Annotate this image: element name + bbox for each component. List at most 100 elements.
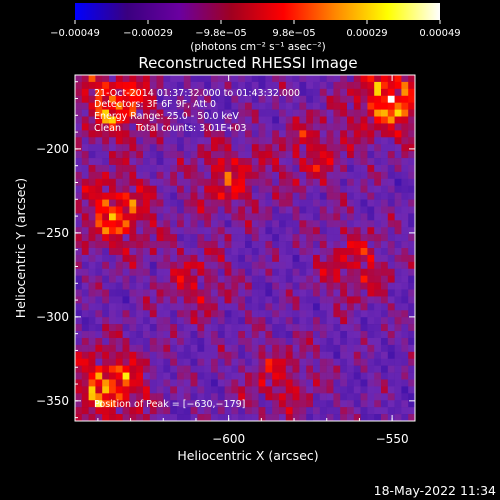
heatmap-cell: [88, 102, 96, 110]
heatmap-cell: [381, 254, 389, 263]
heatmap-cell: [285, 102, 293, 110]
heatmap-cell: [285, 282, 293, 290]
heatmap-cell: [204, 414, 212, 421]
heatmap-cell: [251, 358, 259, 366]
heatmap-cell: [102, 407, 110, 415]
heatmap-cell: [292, 192, 300, 200]
heatmap-cell: [374, 75, 382, 83]
heatmap-cell: [401, 123, 409, 131]
heatmap-cell: [75, 213, 83, 221]
heatmap-cell: [217, 254, 225, 263]
heatmap-cell: [95, 164, 103, 173]
heatmap-cell: [163, 116, 171, 124]
heatmap-cell: [143, 234, 151, 242]
heatmap-cell: [387, 227, 395, 235]
heatmap-cell: [170, 199, 178, 207]
heatmap-cell: [333, 213, 341, 221]
heatmap-cell: [224, 310, 232, 318]
heatmap-cell: [102, 227, 110, 235]
heatmap-cell: [258, 75, 266, 83]
heatmap-cell: [217, 81, 225, 90]
heatmap-cell: [285, 81, 293, 90]
heatmap-cell: [183, 254, 191, 263]
heatmap-cell: [272, 400, 280, 408]
heatmap-cell: [204, 137, 212, 145]
heatmap-cell: [326, 337, 334, 346]
heatmap-cell: [319, 171, 327, 180]
heatmap-cell: [238, 199, 246, 207]
heatmap-cell: [245, 393, 253, 401]
heatmap-cell: [197, 185, 205, 193]
heatmap-cell: [190, 116, 198, 124]
heatmap-cell: [279, 365, 287, 373]
heatmap-cell: [149, 331, 157, 339]
heatmap-cell: [197, 178, 205, 187]
heatmap-cell: [115, 81, 123, 90]
heatmap-cell: [360, 95, 368, 103]
heatmap-cell: [279, 331, 287, 339]
heatmap-cell: [156, 227, 164, 235]
heatmap-cell: [347, 130, 355, 138]
heatmap-cell: [177, 379, 185, 387]
heatmap-cell: [183, 261, 191, 270]
heatmap-cell: [204, 344, 212, 353]
heatmap-cell: [251, 386, 259, 394]
heatmap-cell: [258, 220, 266, 228]
heatmap-cell: [265, 116, 273, 124]
heatmap-cell: [190, 407, 198, 415]
heatmap-cell: [333, 158, 341, 166]
heatmap-cell: [258, 178, 266, 187]
heatmap-cell: [156, 241, 164, 249]
heatmap-cell: [245, 75, 253, 83]
heatmap-cell: [360, 324, 368, 332]
heatmap-cell: [81, 317, 89, 325]
heatmap-cell: [224, 185, 232, 193]
heatmap-cell: [381, 379, 389, 387]
heatmap-cell: [163, 178, 171, 187]
heatmap-cell: [408, 365, 415, 373]
heatmap-cell: [360, 261, 368, 270]
heatmap-cell: [238, 102, 246, 110]
heatmap-cell: [190, 379, 198, 387]
heatmap-cell: [299, 130, 307, 138]
heatmap-cell: [109, 400, 117, 408]
heatmap-cell: [238, 248, 246, 256]
heatmap-cell: [204, 337, 212, 346]
heatmap-cell: [95, 275, 103, 283]
heatmap-cell: [381, 102, 389, 110]
heatmap-cell: [75, 116, 83, 124]
heatmap-cell: [170, 414, 178, 421]
heatmap-cell: [204, 116, 212, 124]
heatmap-cell: [381, 358, 389, 366]
heatmap-cell: [340, 303, 348, 311]
heatmap-cell: [129, 164, 137, 173]
heatmap-cell: [95, 310, 103, 318]
heatmap-cell: [149, 151, 157, 159]
heatmap-cell: [197, 254, 205, 263]
heatmap-cell: [299, 254, 307, 263]
heatmap-cell: [394, 282, 402, 290]
heatmap-cell: [258, 213, 266, 221]
heatmap-cell: [401, 400, 409, 408]
heatmap-cell: [272, 123, 280, 131]
heatmap-cell: [136, 88, 144, 97]
heatmap-cell: [204, 248, 212, 256]
heatmap-cell: [258, 289, 266, 297]
heatmap-cell: [122, 75, 130, 83]
heatmap-cell: [374, 393, 382, 401]
heatmap-cell: [387, 331, 395, 339]
heatmap-cell: [272, 393, 280, 401]
heatmap-cell: [102, 310, 110, 318]
heatmap-cell: [211, 185, 219, 193]
heatmap-cell: [109, 109, 117, 117]
heatmap-cell: [156, 164, 164, 173]
heatmap-cell: [306, 248, 314, 256]
heatmap-cell: [326, 372, 334, 380]
heatmap-cell: [326, 317, 334, 325]
heatmap-cell: [333, 137, 341, 145]
heatmap-cell: [360, 158, 368, 166]
heatmap-cell: [183, 400, 191, 408]
heatmap-cell: [122, 109, 130, 117]
heatmap-cell: [258, 365, 266, 373]
heatmap-cell: [313, 331, 321, 339]
